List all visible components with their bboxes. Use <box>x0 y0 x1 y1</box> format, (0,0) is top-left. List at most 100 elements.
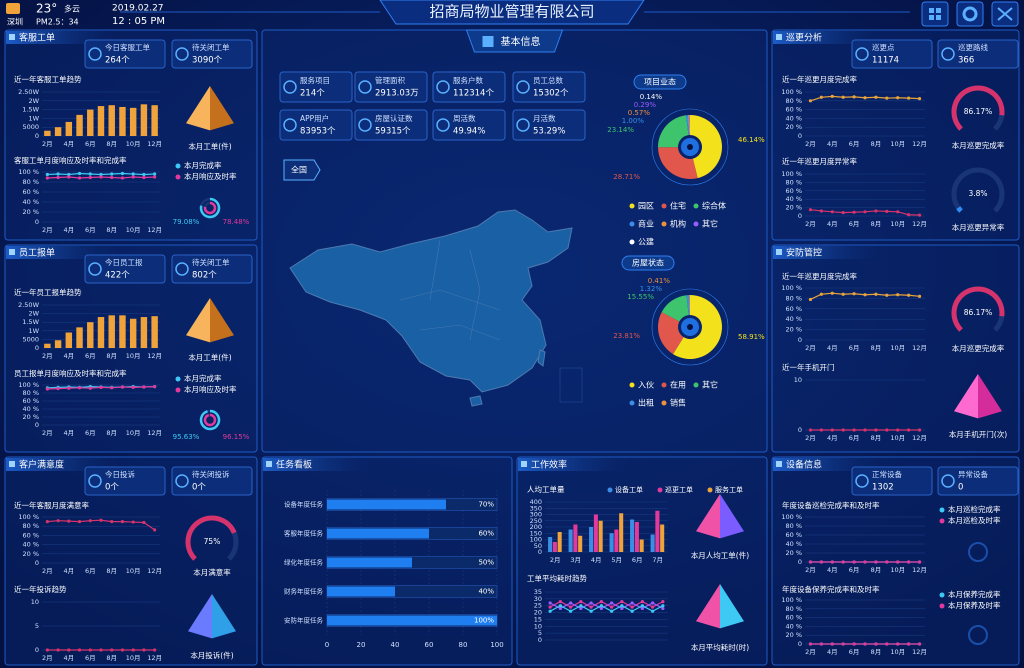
point <box>599 600 603 604</box>
pie-slice <box>661 295 689 322</box>
grid-button[interactable] <box>921 1 949 27</box>
y-tick-label: 1.5W <box>22 106 39 114</box>
stat-value: 214个 <box>300 89 325 99</box>
point <box>852 292 856 296</box>
point <box>640 600 644 604</box>
point <box>558 606 562 611</box>
slice-label: 23.81% <box>613 332 640 340</box>
panel-header-icon <box>266 461 272 467</box>
legend-label: 机构 <box>670 219 686 229</box>
legend-label: 出租 <box>638 398 654 408</box>
point <box>896 210 900 214</box>
fullscreen-button[interactable] <box>991 1 1019 27</box>
point <box>610 605 614 609</box>
y-tick-label: 150 <box>530 529 542 537</box>
stat-value: 2913.03万 <box>375 89 419 99</box>
legend-label: 本月巡检完成率 <box>948 504 1001 514</box>
pyramid-face <box>720 584 744 629</box>
y-tick-label: 100 % <box>18 381 39 389</box>
panel <box>4 244 258 453</box>
x-tick-label: 6月 <box>632 556 643 564</box>
point <box>131 520 135 524</box>
legend-label: 其它 <box>702 380 718 390</box>
stat-value: 366 <box>958 56 974 66</box>
y-tick-label: 0 <box>538 548 542 556</box>
x-tick-label: 2月 <box>805 434 816 442</box>
point <box>56 175 60 180</box>
legend-marker <box>661 382 667 388</box>
pie-frame <box>651 108 729 186</box>
stat-tile <box>512 71 586 103</box>
stat-tile <box>432 109 506 141</box>
legend-marker <box>707 487 713 493</box>
stat-value: 11174 <box>872 56 899 66</box>
line <box>549 605 664 612</box>
pyramid-face <box>210 298 234 343</box>
settings-button[interactable] <box>956 1 984 27</box>
stat-tile <box>171 39 253 69</box>
y-tick-label: 10 <box>534 622 542 630</box>
x-tick-label: 4月 <box>63 226 74 234</box>
x-tick-label: 2月 <box>805 344 816 352</box>
x-tick-label: 8月 <box>871 648 882 656</box>
point <box>841 292 845 296</box>
x-tick-label: 10月 <box>890 220 905 228</box>
region-button[interactable] <box>283 159 321 181</box>
legend-label: 本月完成率 <box>184 373 222 383</box>
x-tick-label: 6月 <box>849 220 860 228</box>
y-tick-label: 350 <box>530 504 542 512</box>
x-tick-label: 10月 <box>890 140 905 148</box>
x-tick-label: 6月 <box>85 429 96 437</box>
value-label: 40% <box>478 588 494 596</box>
bar <box>54 127 62 136</box>
x-tick-label: 10月 <box>890 648 905 656</box>
x-tick-label: 6月 <box>849 566 860 574</box>
bar <box>54 340 62 348</box>
stat-value: 1302 <box>872 483 894 493</box>
point <box>874 209 878 213</box>
point <box>885 560 889 564</box>
caption: 本月工单(件) <box>188 141 231 151</box>
point <box>120 385 125 389</box>
point <box>830 560 834 564</box>
bar <box>598 520 603 552</box>
point <box>841 642 845 646</box>
bar <box>619 513 624 552</box>
point <box>852 642 856 646</box>
bar <box>76 327 83 348</box>
point <box>77 176 82 180</box>
chart-title: 近一年客服月度满意率 <box>14 500 89 510</box>
point <box>661 604 665 608</box>
pie-slice <box>690 115 722 179</box>
x-tick-label: 6月 <box>85 226 96 234</box>
grid-button-frame[interactable] <box>921 1 949 27</box>
y-tick-label: 0 <box>35 646 39 654</box>
legend-label: 其它 <box>702 219 718 229</box>
y-tick-label: 40 % <box>785 540 802 548</box>
bar <box>578 535 583 552</box>
point <box>67 172 71 177</box>
ring-label: 79.08% <box>173 218 200 226</box>
bar <box>108 315 115 348</box>
x-tick-label: 4月 <box>63 654 74 662</box>
settings-button-frame[interactable] <box>956 1 984 27</box>
bar <box>140 317 148 348</box>
point <box>630 601 634 605</box>
point <box>579 600 583 604</box>
stat-tile <box>937 466 1019 496</box>
bar <box>650 534 655 552</box>
y-tick-label: 80 % <box>785 605 802 613</box>
x-tick-label: 12月 <box>912 648 927 656</box>
icon <box>962 6 978 22</box>
y-tick-label: 1W <box>28 114 39 122</box>
bar <box>327 528 429 539</box>
pie-frame <box>651 288 729 366</box>
icon <box>929 15 934 20</box>
point <box>896 642 900 646</box>
bar <box>97 106 105 136</box>
panel-title: 巡更分析 <box>786 32 822 44</box>
bar <box>573 524 578 552</box>
point <box>610 601 614 605</box>
panel-title: 安防管控 <box>786 247 822 259</box>
